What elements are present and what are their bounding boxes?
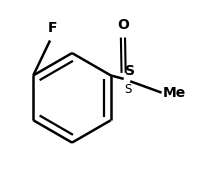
Text: F: F [47, 21, 57, 35]
Text: Me: Me [163, 86, 186, 100]
Text: S: S [125, 64, 135, 78]
Text: S: S [125, 83, 132, 96]
Text: O: O [117, 18, 129, 32]
